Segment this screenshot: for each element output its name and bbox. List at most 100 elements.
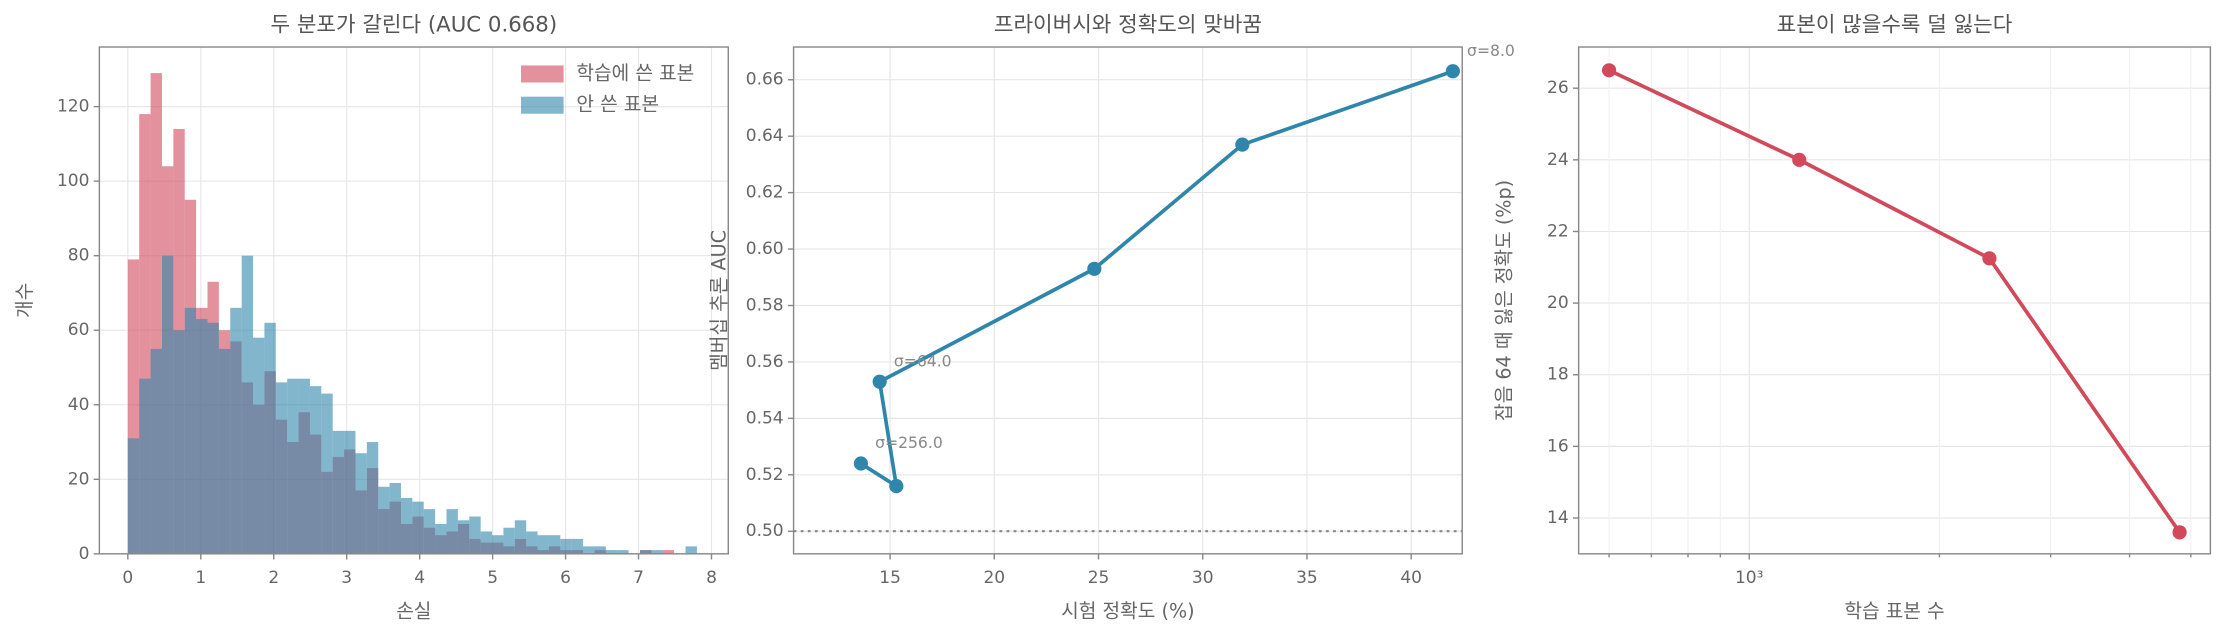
x-tick-label: 2 bbox=[268, 568, 279, 588]
histogram-bar bbox=[503, 527, 515, 554]
y-axis-label: 멤버십 추론 AUC bbox=[707, 230, 730, 371]
point bbox=[853, 456, 869, 471]
point bbox=[1601, 63, 1617, 78]
histogram-bar bbox=[298, 378, 310, 554]
chart-title: 표본이 많을수록 덜 잃는다 bbox=[1777, 13, 2013, 38]
legend-swatch bbox=[521, 65, 564, 83]
legend-label: 안 쓴 표본 bbox=[576, 93, 659, 116]
histogram-bar bbox=[366, 442, 379, 554]
histogram-bar bbox=[594, 546, 606, 554]
y-tick-label: 100 bbox=[57, 171, 89, 191]
y-tick-label: 120 bbox=[57, 97, 89, 117]
point bbox=[1445, 64, 1460, 79]
y-tick-label: 0.56 bbox=[746, 352, 784, 372]
histogram-bar bbox=[184, 307, 197, 554]
x-tick-label: 30 bbox=[1192, 568, 1214, 588]
axes-frame bbox=[792, 46, 1463, 555]
histogram-bar bbox=[127, 438, 140, 554]
y-tick-label: 0.50 bbox=[746, 521, 784, 541]
y-tick-label: 20 bbox=[1547, 293, 1569, 313]
histogram-bar bbox=[435, 524, 447, 554]
legend-swatch bbox=[521, 96, 564, 114]
y-tick-label: 0.60 bbox=[746, 239, 784, 259]
point-label: σ=8.0 bbox=[1467, 42, 1515, 60]
histogram-bar bbox=[161, 255, 174, 554]
point bbox=[872, 374, 887, 389]
histogram-bar bbox=[378, 486, 390, 554]
x-tick-label: 20 bbox=[983, 568, 1005, 588]
y-tick-label: 24 bbox=[1547, 150, 1569, 170]
y-tick-label: 0.52 bbox=[746, 465, 784, 485]
y-tick-label: 20 bbox=[68, 469, 90, 489]
histogram-bar bbox=[457, 520, 470, 554]
legend-label: 학습에 쓴 표본 bbox=[576, 61, 694, 84]
y-tick-label: 0 bbox=[79, 544, 90, 564]
histogram-bar bbox=[560, 538, 572, 554]
histogram-bar bbox=[275, 382, 288, 554]
histogram-bar bbox=[514, 520, 527, 554]
y-tick-label: 60 bbox=[68, 320, 90, 340]
line bbox=[1608, 68, 2182, 534]
histogram-bar bbox=[127, 259, 140, 554]
histogram-bar bbox=[150, 348, 162, 554]
y-tick-label: 40 bbox=[68, 395, 90, 415]
point-label: σ=256.0 bbox=[875, 434, 943, 452]
histogram-bar bbox=[139, 114, 151, 554]
x-tick-label: 4 bbox=[414, 568, 425, 588]
x-axis-label: 시험 정확도 (%) bbox=[1061, 600, 1194, 623]
point bbox=[1792, 152, 1807, 167]
histogram-bar bbox=[480, 531, 493, 554]
y-tick-label: 0.54 bbox=[746, 408, 784, 428]
axes-frame bbox=[1577, 46, 2212, 555]
y-tick-label: 0.62 bbox=[746, 183, 784, 203]
y-tick-label: 80 bbox=[68, 246, 90, 266]
point bbox=[889, 478, 904, 494]
histogram-bar bbox=[253, 337, 265, 554]
histogram-bar bbox=[423, 509, 436, 554]
chart-title: 두 분포가 갈린다 (AUC 0.668) bbox=[271, 13, 558, 38]
x-tick-label: 10³ bbox=[1735, 568, 1763, 588]
y-tick-label: 14 bbox=[1547, 508, 1569, 528]
histogram-bar bbox=[583, 546, 595, 554]
y-tick-label: 22 bbox=[1547, 221, 1569, 241]
x-tick-label: 35 bbox=[1296, 568, 1318, 588]
x-tick-label: 3 bbox=[341, 568, 352, 588]
histogram-bar bbox=[207, 322, 219, 554]
histogram-bar bbox=[446, 509, 458, 554]
histogram-bar bbox=[571, 538, 584, 554]
chart-title: 프라이버시와 정확도의 맞바꿈 bbox=[994, 13, 1262, 38]
histogram-bar bbox=[139, 378, 151, 554]
histogram-bar bbox=[321, 393, 333, 554]
y-tick-label: 26 bbox=[1547, 78, 1569, 98]
histogram-bar bbox=[639, 550, 652, 554]
x-tick-label: 25 bbox=[1088, 568, 1110, 588]
histogram-bar bbox=[241, 255, 254, 554]
histogram-bar bbox=[344, 430, 356, 554]
y-tick-label: 0.66 bbox=[746, 70, 784, 90]
histogram-bar bbox=[526, 531, 538, 554]
histogram-bar bbox=[685, 546, 697, 554]
histogram-bar bbox=[218, 348, 231, 554]
axes-frame bbox=[98, 46, 729, 555]
y-tick-label: 0.64 bbox=[746, 126, 784, 146]
histogram-bar bbox=[173, 330, 185, 554]
y-tick-label: 0.58 bbox=[746, 295, 784, 315]
y-axis-label: 개수 bbox=[13, 283, 36, 318]
x-tick-label: 8 bbox=[706, 568, 717, 588]
x-tick-label: 5 bbox=[487, 568, 498, 588]
histogram-bar bbox=[309, 386, 322, 554]
y-tick-label: 16 bbox=[1547, 436, 1569, 456]
x-axis-label: 손실 bbox=[396, 600, 431, 623]
histogram-bar bbox=[400, 497, 413, 554]
point bbox=[1235, 137, 1250, 152]
x-tick-label: 40 bbox=[1400, 568, 1422, 588]
histogram-bar bbox=[662, 550, 675, 554]
point bbox=[1087, 261, 1102, 276]
y-axis-label: 잡음 64 때 잃은 정확도 (%p) bbox=[1492, 180, 1515, 421]
histogram-bar bbox=[196, 319, 208, 554]
histogram-bar bbox=[469, 516, 481, 554]
histogram-bar bbox=[492, 535, 504, 554]
histogram-bar bbox=[548, 535, 561, 554]
